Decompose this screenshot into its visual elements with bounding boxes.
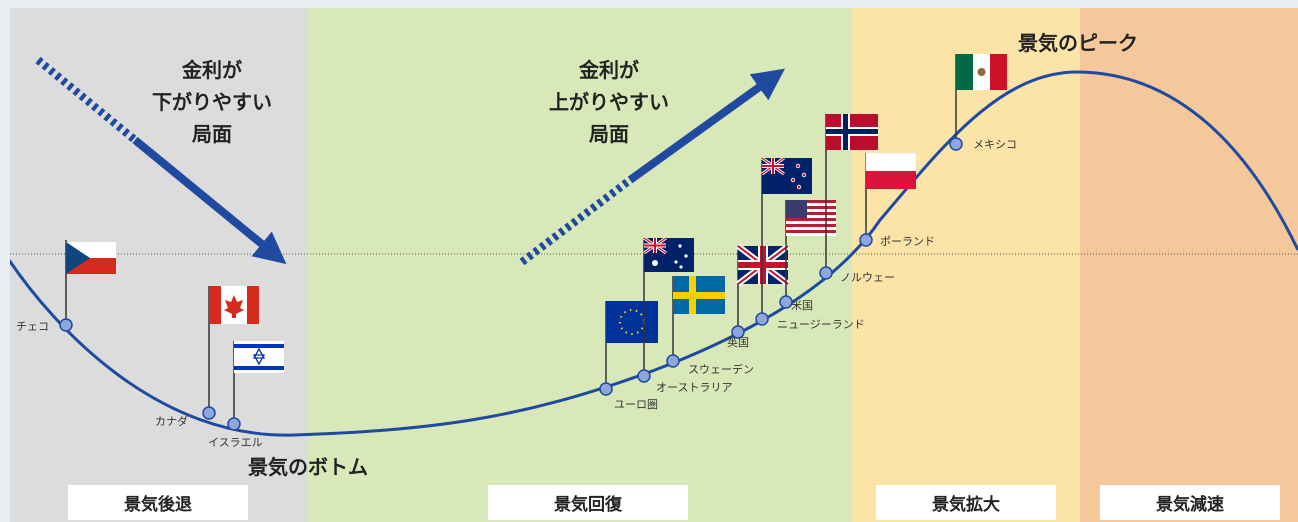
rates-up-arrow	[519, 68, 785, 266]
svg-text:局面: 局面	[191, 122, 232, 146]
euro-area-label: ユーロ圏	[614, 398, 658, 411]
country-norway: ノルウェー	[819, 114, 895, 284]
norway-flag	[826, 114, 878, 150]
new-zealand-marker	[755, 312, 769, 326]
expansion-label: 景気拡大	[932, 494, 1000, 515]
new-zealand-flag	[761, 156, 812, 194]
israel-label: イスラエル	[208, 436, 263, 449]
czech-flag	[66, 242, 116, 274]
recession-zone	[10, 8, 308, 522]
mexico-flag	[956, 54, 1007, 90]
norway-label: ノルウェー	[840, 271, 895, 284]
canada-flag	[209, 286, 259, 324]
canada-label: カナダ	[155, 414, 188, 428]
country-mexico: メキシコ	[949, 54, 1017, 151]
poland-marker	[859, 233, 873, 247]
expansion-zone	[852, 8, 1080, 522]
new-zealand-label: ニュージーランド	[777, 318, 865, 331]
country-us: 米国	[779, 200, 836, 312]
australia-flag	[643, 236, 694, 272]
country-uk: 英国	[727, 243, 790, 349]
poland-flag	[865, 152, 917, 189]
recession-label: 景気後退	[124, 494, 192, 515]
us-flag	[786, 200, 836, 236]
recovery-label-box	[488, 485, 688, 520]
bottom-label: 景気のボトム	[248, 455, 368, 479]
uk-flag	[736, 243, 790, 287]
euro-area-marker	[599, 382, 613, 396]
country-israel: イスラエル	[208, 341, 284, 449]
country-australia: オーストラリア	[637, 236, 732, 394]
czech-label: チェコ	[16, 320, 49, 333]
norway-marker	[819, 266, 833, 280]
slowdown-zone	[1080, 8, 1298, 522]
country-new-zealand: ニュージーランド	[755, 156, 865, 331]
country-sweden: スウェーデン	[666, 276, 754, 376]
eu-flag	[606, 301, 658, 343]
svg-text:下がりやすい: 下がりやすい	[152, 90, 272, 114]
country-czech: チェコ	[16, 240, 116, 333]
svg-text:局面: 局面	[588, 122, 629, 146]
rates-down-arrow	[35, 56, 287, 265]
peak-label: 景気のピーク	[1018, 31, 1138, 55]
israel-flag	[234, 341, 284, 373]
rates-down-label: 金利が 下がりやすい 局面	[152, 58, 272, 146]
rates-up-label: 金利が 上がりやすい 局面	[549, 58, 669, 146]
canada-marker	[202, 406, 216, 420]
business-cycle-curve	[10, 70, 1298, 437]
sweden-marker	[666, 354, 680, 368]
czech-marker	[59, 318, 73, 332]
poland-label: ポーランド	[880, 235, 935, 248]
australia-label: オーストラリア	[656, 381, 732, 394]
recovery-label: 景気回復	[554, 494, 623, 515]
recession-label-box	[68, 485, 248, 520]
expansion-label-box	[876, 485, 1056, 520]
svg-text:金利が: 金利が	[578, 58, 639, 82]
country-canada: カナダ	[155, 286, 259, 428]
israel-marker	[227, 417, 241, 431]
sweden-label: スウェーデン	[688, 362, 754, 376]
mexico-label: メキシコ	[973, 138, 1017, 151]
slowdown-label-box	[1100, 485, 1280, 520]
uk-marker	[731, 325, 745, 339]
svg-text:上がりやすい: 上がりやすい	[549, 90, 669, 114]
australia-marker	[637, 369, 651, 383]
us-label: 米国	[791, 299, 813, 312]
us-marker	[779, 295, 793, 309]
phase-labels: 景気後退 景気回復 景気拡大 景気減速	[68, 485, 1280, 520]
country-euro-area: ユーロ圏	[599, 301, 658, 411]
slowdown-label: 景気減速	[1156, 494, 1224, 515]
svg-text:金利が: 金利が	[181, 58, 242, 82]
sweden-flag	[673, 276, 725, 314]
country-poland: ポーランド	[859, 152, 935, 248]
uk-label: 英国	[727, 335, 749, 349]
mexico-marker	[949, 137, 963, 151]
